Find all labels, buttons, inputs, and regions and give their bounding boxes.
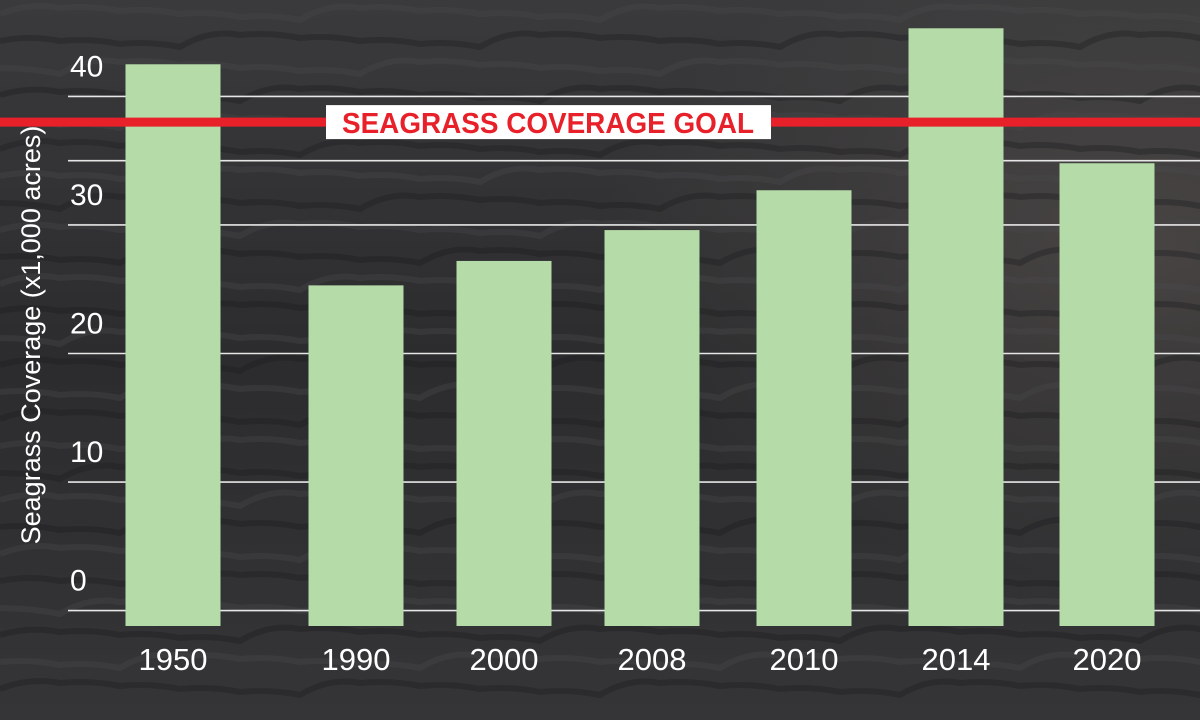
y-tick-labels: 0 10 20 30 40 [70, 50, 103, 597]
x-category-label: 1990 [322, 642, 391, 677]
y-tick-label: 0 [70, 565, 87, 598]
goal-label-background [326, 105, 771, 140]
goal-label: SEAGRASS COVERAGE GOAL [342, 108, 754, 140]
bar-2008 [604, 230, 700, 627]
x-category-label: 2020 [1073, 642, 1142, 677]
x-category-label: 2010 [770, 642, 839, 677]
y-tick-label: 30 [70, 179, 103, 212]
y-tick-label: 20 [70, 307, 103, 340]
bar-1990 [308, 285, 404, 626]
goal-line-group: SEAGRASS COVERAGE GOAL [0, 105, 1200, 140]
bar-2020 [1059, 163, 1155, 626]
x-category-label: 1950 [139, 642, 208, 677]
y-tick-label: 10 [70, 436, 103, 469]
x-category-label: 2000 [470, 642, 539, 677]
y-tick-label: 40 [70, 50, 103, 83]
bar-1950 [125, 64, 221, 626]
x-category-labels: 1950 1990 2000 2008 2010 2014 2020 [139, 642, 1142, 677]
bar-2010 [756, 190, 852, 626]
bar-2000 [456, 260, 552, 626]
bars [125, 28, 1155, 627]
y-axis-label: Seagrass Coverage (x1,000 acres) [16, 126, 46, 545]
bar-2014 [908, 28, 1004, 627]
x-category-label: 2008 [618, 642, 687, 677]
x-category-label: 2014 [922, 642, 991, 677]
